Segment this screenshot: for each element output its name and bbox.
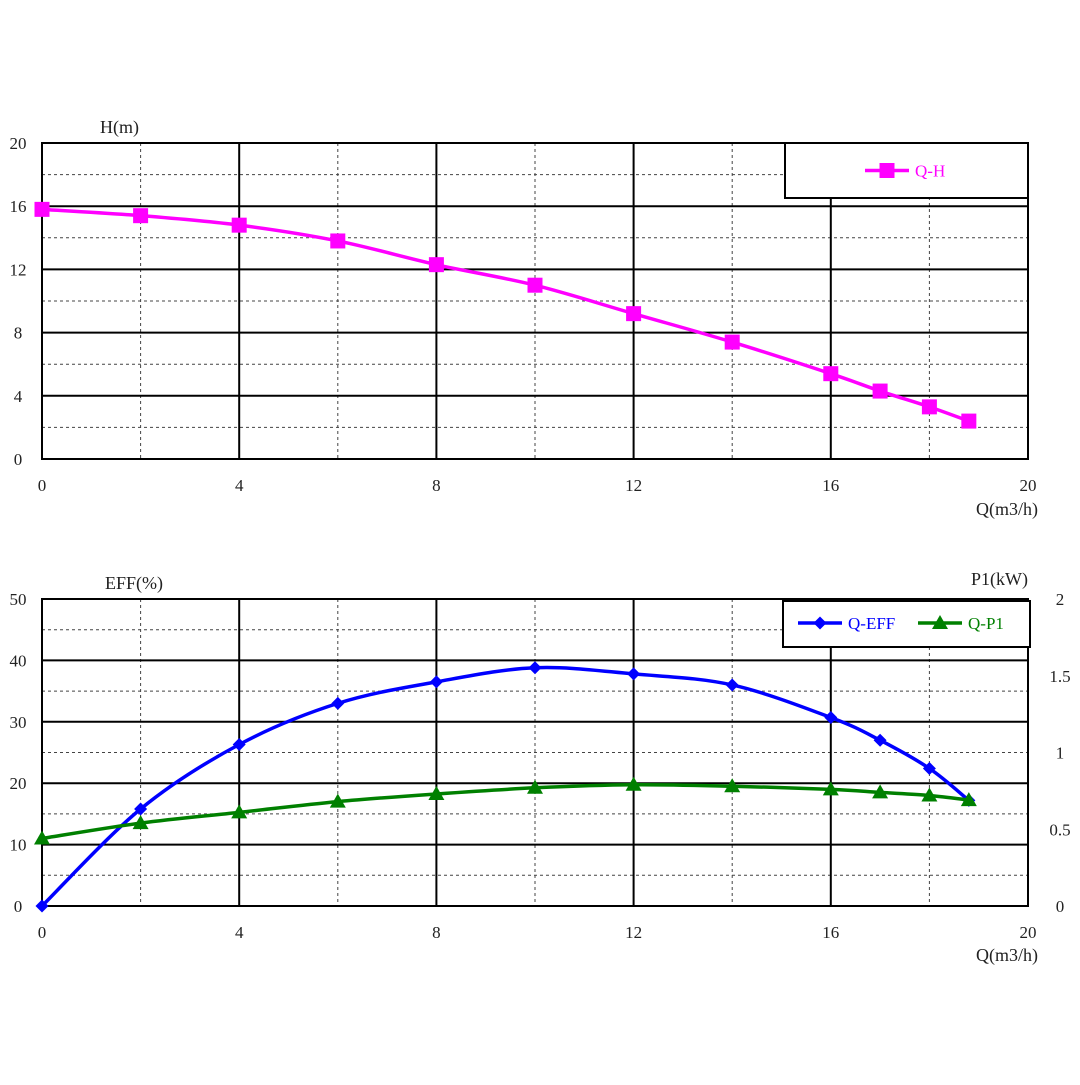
data-point-q-eff [134, 802, 148, 816]
data-point-q-eff [528, 661, 542, 675]
data-point-q-h [626, 306, 642, 322]
data-point-q-p1 [625, 776, 642, 791]
data-point-q-h [724, 334, 740, 350]
legend-marker-square [879, 163, 895, 178]
data-point-q-p1 [822, 781, 839, 796]
y-tick-label: 50 [10, 590, 27, 609]
data-point-q-p1 [960, 792, 977, 807]
data-point-q-h [133, 208, 149, 224]
legend: Q-EFF Q-P1 [782, 600, 1031, 648]
data-point-q-p1 [724, 778, 741, 793]
legend-label: Q-P1 [968, 614, 1004, 633]
data-point-q-p1 [428, 785, 445, 800]
series-q-h [34, 201, 977, 429]
x-tick-label: 12 [625, 923, 642, 942]
data-point-q-h [330, 233, 346, 249]
data-point-q-p1 [329, 793, 346, 808]
legend-label: Q-H [915, 162, 945, 181]
data-point-q-h [823, 366, 839, 382]
y-axis-label: H(m) [100, 117, 139, 138]
y-axis-label: EFF(%) [105, 573, 163, 594]
y2-tick-label: 0 [1056, 897, 1065, 916]
y2-tick-label: 1.5 [1049, 667, 1070, 686]
x-tick-label: 0 [38, 476, 47, 495]
y-tick-label: 40 [10, 651, 27, 670]
x-tick-label: 4 [235, 923, 244, 942]
x-axis-label: Q(m3/h) [976, 499, 1038, 520]
x-tick-label: 20 [1020, 476, 1037, 495]
data-point-q-eff [824, 711, 838, 725]
y2-tick-label: 0.5 [1049, 820, 1070, 839]
y-tick-label: 20 [10, 134, 27, 153]
x-tick-label: 20 [1020, 923, 1037, 942]
y-tick-label: 0 [14, 450, 23, 469]
series-q-eff [35, 661, 976, 913]
data-point-q-h [428, 257, 444, 273]
data-point-q-h [231, 217, 247, 233]
chart-panel-2: 0 4 8 12 16 20 0 10 20 30 40 50 0 0.5 1 1.5 2 EFF(%) Q(m3/… [10, 569, 1071, 966]
legend-marker-diamond [813, 616, 827, 630]
data-point-q-p1 [34, 830, 50, 845]
x-tick-label: 8 [432, 923, 441, 942]
data-point-q-p1 [132, 815, 149, 830]
y-tick-label: 8 [14, 324, 23, 343]
x-tick-label: 4 [235, 476, 244, 495]
data-point-q-eff [232, 738, 246, 752]
data-point-q-eff [725, 678, 739, 692]
y2-axis-label: P1(kW) [971, 569, 1028, 590]
data-point-q-eff [35, 899, 49, 913]
data-point-q-eff [429, 675, 443, 689]
legend-label: Q-EFF [848, 614, 895, 633]
x-tick-label: 16 [822, 923, 839, 942]
data-point-q-eff [873, 733, 887, 747]
x-axis-label: Q(m3/h) [976, 945, 1038, 966]
x-tick-label: 0 [38, 923, 47, 942]
y2-tick-label: 2 [1056, 590, 1065, 609]
data-point-q-eff [922, 761, 936, 775]
x-tick-label: 12 [625, 476, 642, 495]
data-point-q-h [34, 201, 50, 217]
data-point-q-p1 [921, 787, 938, 802]
data-point-q-p1 [231, 804, 248, 819]
data-point-q-h [527, 277, 543, 293]
y-tick-label: 30 [10, 713, 27, 732]
y-tick-label: 10 [10, 836, 27, 855]
legend-marker-triangle [932, 615, 948, 629]
data-point-q-p1 [872, 784, 889, 799]
y-tick-label: 20 [10, 774, 27, 793]
chart-panel-1: 0 4 8 12 16 20 0 4 8 12 16 20 H(m) Q(m3/h) Q-H [10, 117, 1039, 520]
series-q-p1 [34, 776, 977, 845]
y-tick-label: 16 [10, 197, 27, 216]
x-tick-label: 8 [432, 476, 441, 495]
data-point-q-p1 [527, 779, 543, 794]
data-point-q-eff [627, 667, 641, 681]
plot-frame [41, 598, 1029, 907]
data-point-q-h [872, 383, 888, 399]
data-point-q-h [961, 413, 977, 429]
plot-frame [41, 142, 1029, 460]
y-tick-label: 0 [14, 897, 23, 916]
y-tick-label: 12 [10, 260, 27, 279]
y2-tick-label: 1 [1056, 744, 1065, 763]
x-tick-label: 16 [822, 476, 839, 495]
data-point-q-eff [331, 696, 345, 710]
data-point-q-h [921, 399, 937, 415]
y-tick-label: 4 [14, 387, 23, 406]
legend: Q-H [784, 142, 1029, 199]
